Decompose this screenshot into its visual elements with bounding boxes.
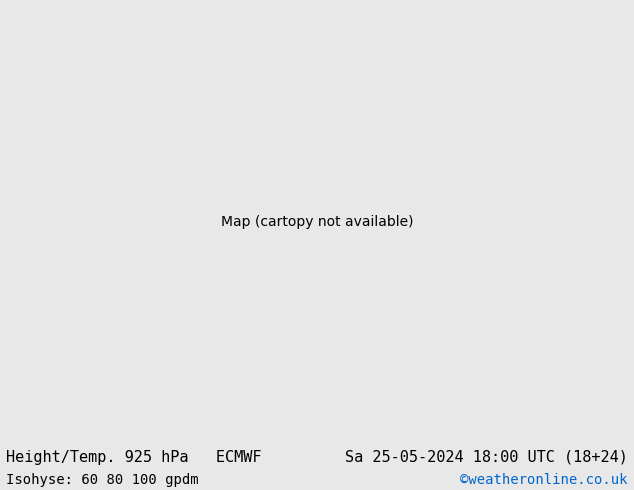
Text: Sa 25-05-2024 18:00 UTC (18+24): Sa 25-05-2024 18:00 UTC (18+24) — [345, 450, 628, 465]
Text: Map (cartopy not available): Map (cartopy not available) — [221, 215, 413, 229]
Text: Isohyse: 60 80 100 gpdm: Isohyse: 60 80 100 gpdm — [6, 473, 199, 487]
Text: Height/Temp. 925 hPa   ECMWF: Height/Temp. 925 hPa ECMWF — [6, 450, 262, 465]
Text: ©weatheronline.co.uk: ©weatheronline.co.uk — [460, 473, 628, 487]
